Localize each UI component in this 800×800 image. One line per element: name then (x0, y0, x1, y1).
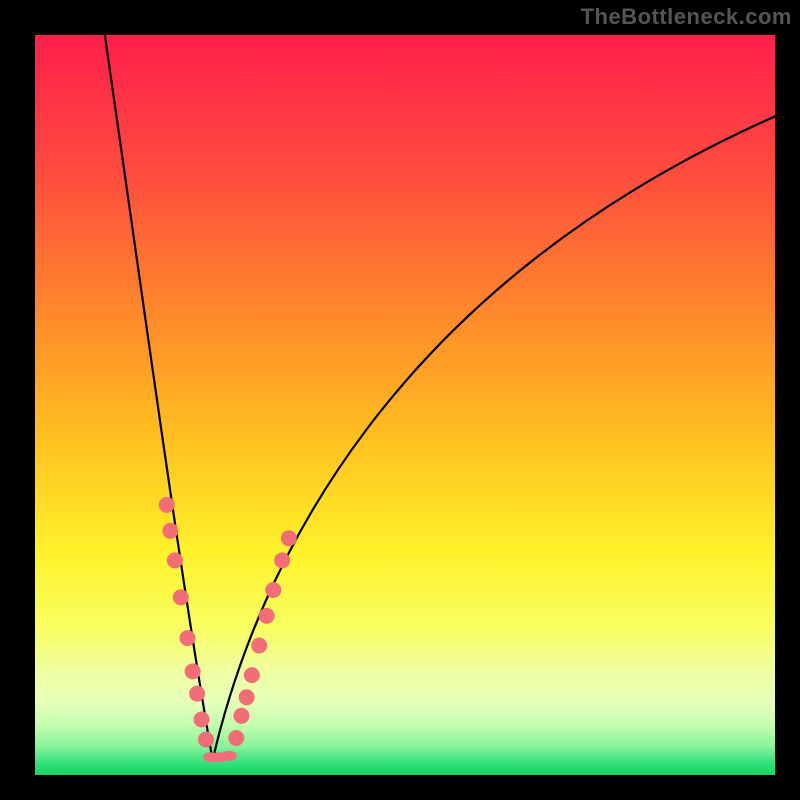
curve-marker (239, 689, 255, 705)
curve-marker (194, 712, 210, 728)
curve-marker (274, 552, 290, 568)
curve-marker (281, 530, 297, 546)
chart-frame: TheBottleneck.com (0, 0, 800, 800)
curve-marker (228, 730, 244, 746)
curve-marker (159, 497, 175, 513)
plot-background (35, 35, 775, 775)
curve-marker (233, 708, 249, 724)
watermark-text: TheBottleneck.com (581, 4, 792, 30)
curve-marker (221, 751, 237, 761)
bottleneck-chart (0, 0, 800, 800)
curve-marker (198, 731, 214, 747)
curve-marker (265, 582, 281, 598)
curve-marker (162, 523, 178, 539)
curve-marker (173, 589, 189, 605)
curve-marker (167, 552, 183, 568)
curve-marker (259, 608, 275, 624)
curve-marker (179, 630, 195, 646)
curve-marker (251, 638, 267, 654)
curve-marker (244, 667, 260, 683)
curve-marker (185, 663, 201, 679)
curve-marker (189, 686, 205, 702)
